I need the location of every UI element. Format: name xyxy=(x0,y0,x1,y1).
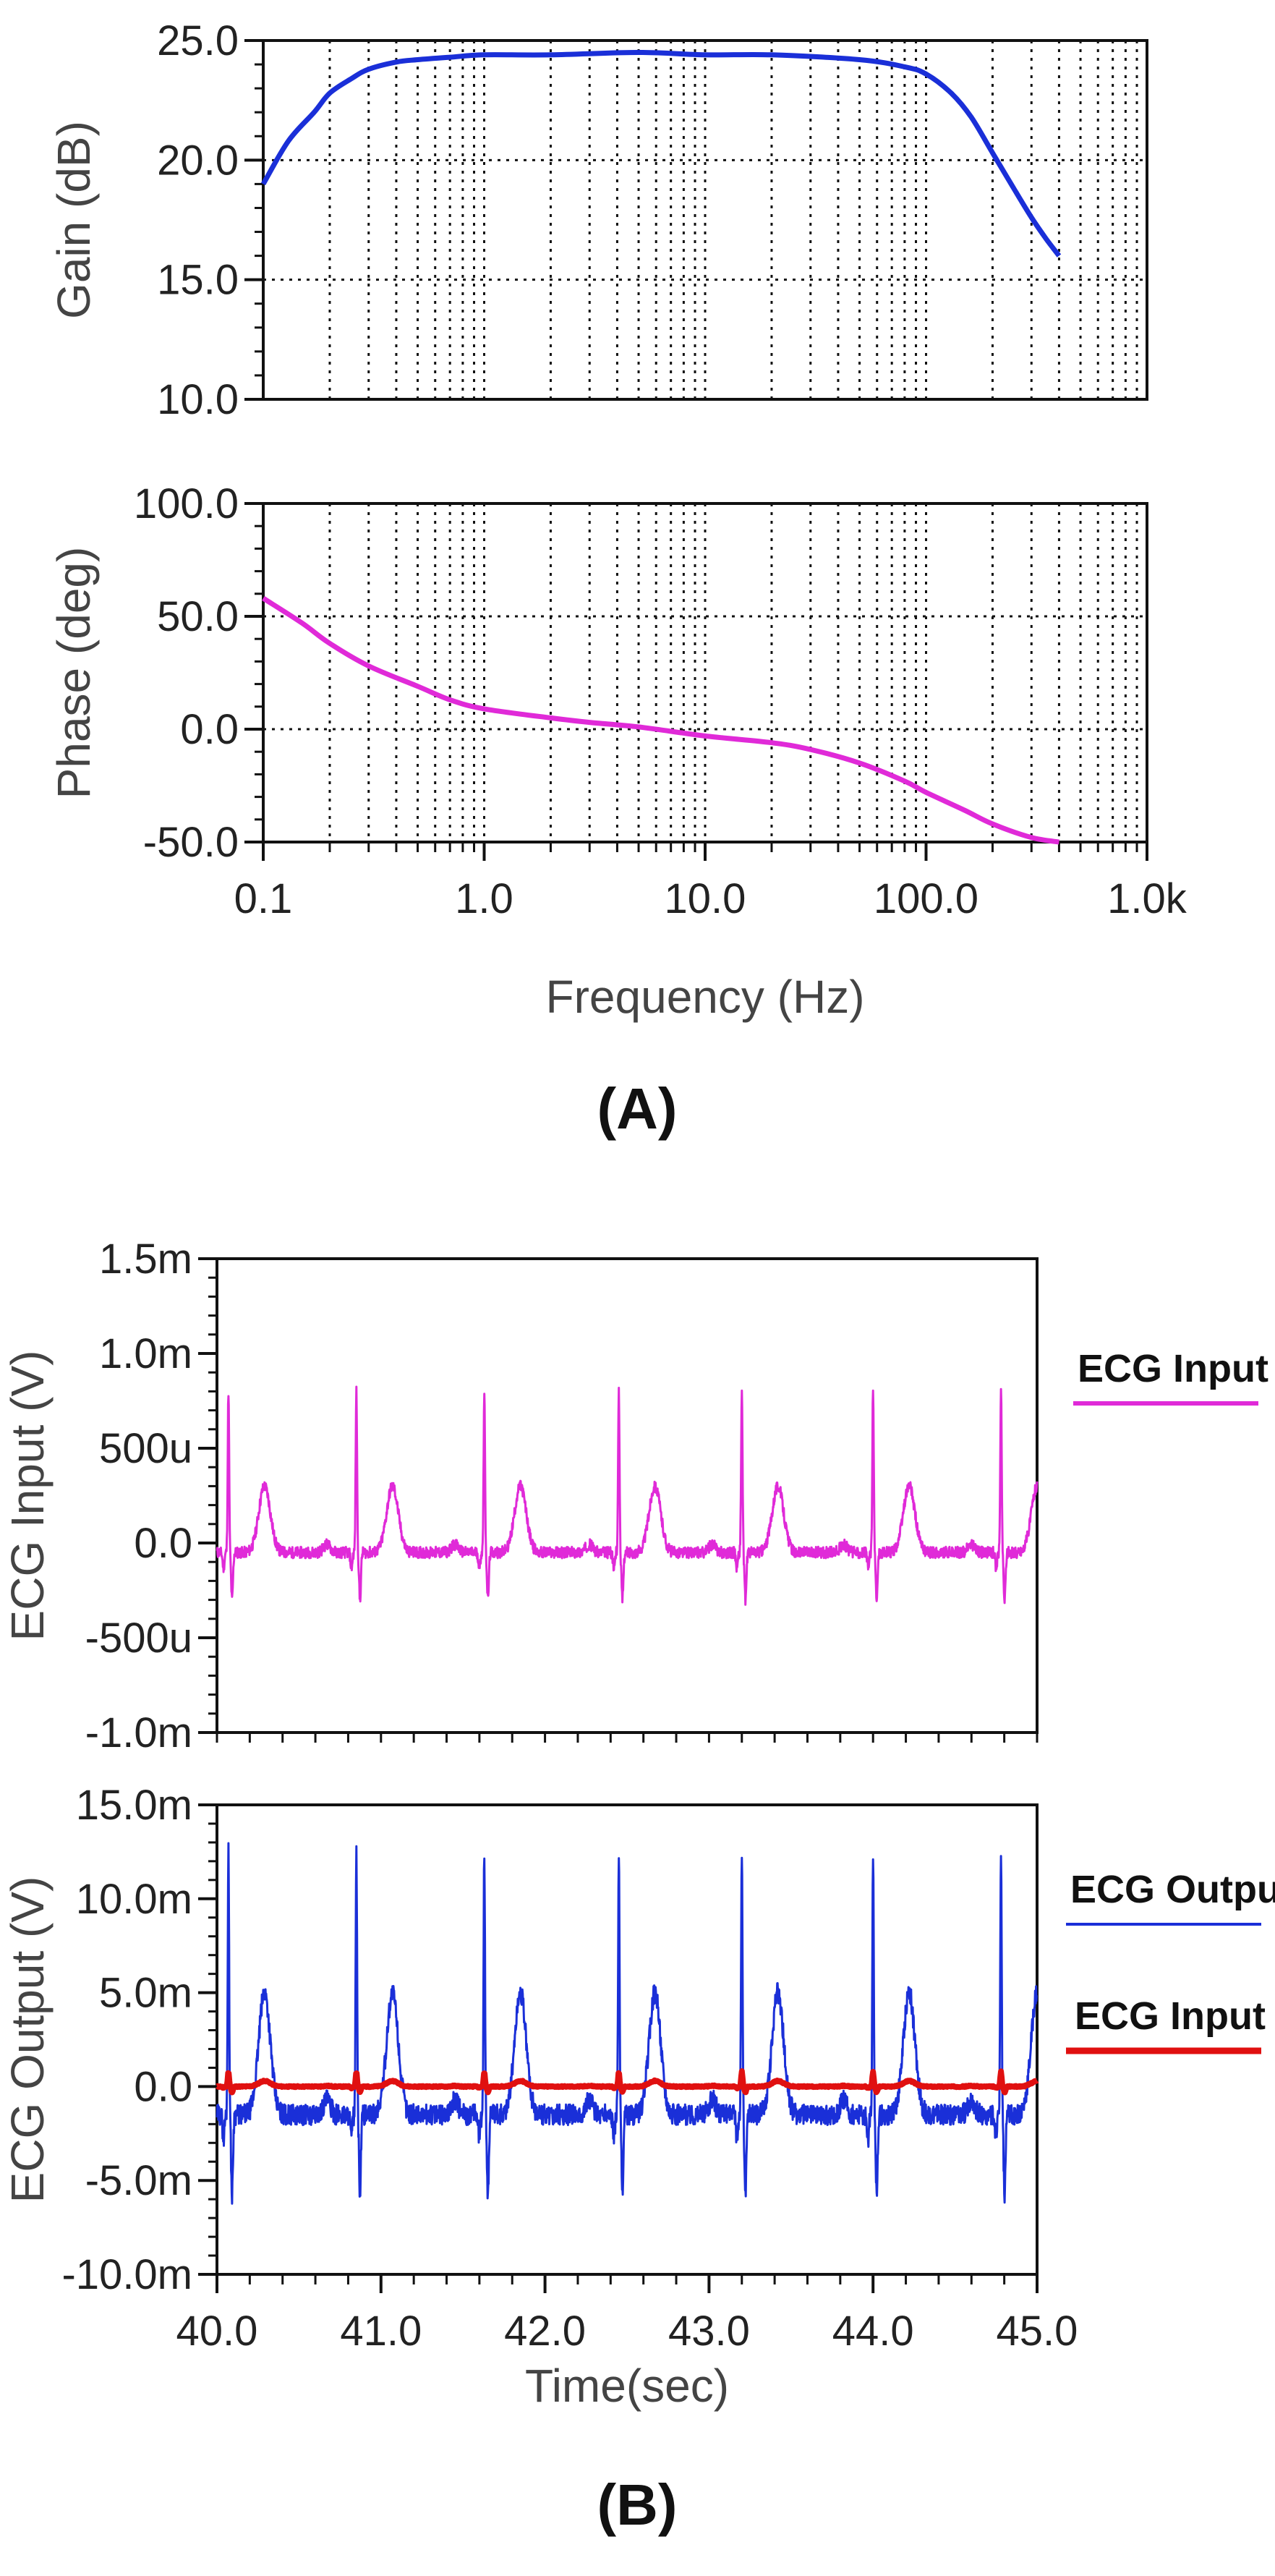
ecg-output-y-tick-label: 5.0m xyxy=(99,1970,192,2017)
legend-ecg-input-bottom-label: ECG Input xyxy=(1075,1994,1266,2038)
legend-ecg-input-top: ECG Input xyxy=(1073,1347,1268,1406)
legend-ecg-output: ECG Output xyxy=(1066,1868,1275,1926)
phase-chart: -50.0 0.0 50.0 100.0 0.1 1.0 10.0 100.0 1.0k Ph… xyxy=(48,480,1187,1023)
ecg-input-overlay-trace xyxy=(214,2068,1040,2096)
time-x-tick-label: 43.0 xyxy=(668,2308,750,2355)
ecg-input-y-tick-label: 1.0m xyxy=(99,1330,192,1377)
phase-y-tick-label: 0.0 xyxy=(180,706,239,753)
gain-chart: 10.0 15.0 20.0 25.0 Gain (dB) xyxy=(48,17,1148,423)
phase-y-tick-label: 50.0 xyxy=(157,593,239,640)
time-x-tick-label: 44.0 xyxy=(832,2308,914,2355)
frequency-x-tick-label: 10.0 xyxy=(665,875,746,922)
ecg-output-y-tick-label: -5.0m xyxy=(85,2157,192,2204)
frequency-x-tick-label: 1.0k xyxy=(1107,875,1187,922)
ecg-input-plot-frame xyxy=(216,1257,1039,1734)
ecg-input-y-axis-title: ECG Input (V) xyxy=(1,1351,54,1641)
frequency-x-tick-label: 0.1 xyxy=(234,875,293,922)
ecg-output-y-axis-title: ECG Output (V) xyxy=(1,1876,54,2203)
ecg-output-plot-frame xyxy=(216,1803,1039,2276)
gain-y-axis-title: Gain (dB) xyxy=(48,121,100,319)
legend-ecg-input-bottom: ECG Input xyxy=(1066,1994,1266,2054)
phase-y-tick-label: -50.0 xyxy=(143,819,239,866)
gain-y-tick-label: 10.0 xyxy=(157,376,239,423)
legend-ecg-output-label: ECG Output xyxy=(1070,1868,1275,1911)
gain-plot-frame xyxy=(262,39,1148,401)
ecg-input-y-tick-label: 0.0 xyxy=(134,1520,192,1567)
ecg-input-y-tick-label: 1.5m xyxy=(99,1236,192,1283)
frequency-x-tick-label: 100.0 xyxy=(874,875,978,922)
gain-curve xyxy=(260,50,1062,258)
ecg-input-y-tick-label: -500u xyxy=(85,1615,192,1662)
legend-ecg-input-top-label: ECG Input xyxy=(1078,1347,1268,1390)
time-x-axis-title: Time(sec) xyxy=(525,2360,729,2412)
time-x-tick-label: 41.0 xyxy=(340,2308,422,2355)
panel-label-b: (B) xyxy=(597,2473,677,2537)
panel-label-a: (A) xyxy=(597,1076,677,1141)
phase-y-tick-label: 100.0 xyxy=(134,480,239,527)
phase-curve xyxy=(262,596,1059,845)
ecg-input-chart: -1.0m -500u 0.0 500u 1.0m 1.5m ECG Input (V) xyxy=(1,1236,1039,1756)
gain-y-tick-label: 20.0 xyxy=(157,137,239,184)
gain-y-tick-label: 15.0 xyxy=(157,257,239,304)
ecg-input-y-tick-label: -1.0m xyxy=(85,1709,192,1756)
ecg-output-chart: -10.0m -5.0m 0.0 5.0m 10.0m 15.0m 40.0 41.0 42.… xyxy=(1,1782,1078,2412)
gain-y-tick-label: 25.0 xyxy=(157,17,239,64)
ecg-output-y-tick-label: 10.0m xyxy=(76,1876,192,1923)
ecg-output-trace xyxy=(216,1842,1039,2205)
ecg-output-y-tick-label: -10.0m xyxy=(61,2251,192,2298)
phase-y-axis-title: Phase (deg) xyxy=(48,547,100,799)
time-x-tick-label: 40.0 xyxy=(176,2308,258,2355)
ecg-input-y-tick-label: 500u xyxy=(99,1425,192,1472)
time-x-tick-label: 42.0 xyxy=(504,2308,586,2355)
frequency-x-axis-title: Frequency (Hz) xyxy=(546,971,865,1023)
time-x-tick-label: 45.0 xyxy=(997,2308,1078,2355)
ecg-output-y-tick-label: 0.0 xyxy=(134,2063,192,2110)
ecg-input-trace xyxy=(216,1385,1039,1606)
frequency-x-tick-label: 1.0 xyxy=(455,875,513,922)
ecg-output-y-tick-label: 15.0m xyxy=(76,1782,192,1829)
